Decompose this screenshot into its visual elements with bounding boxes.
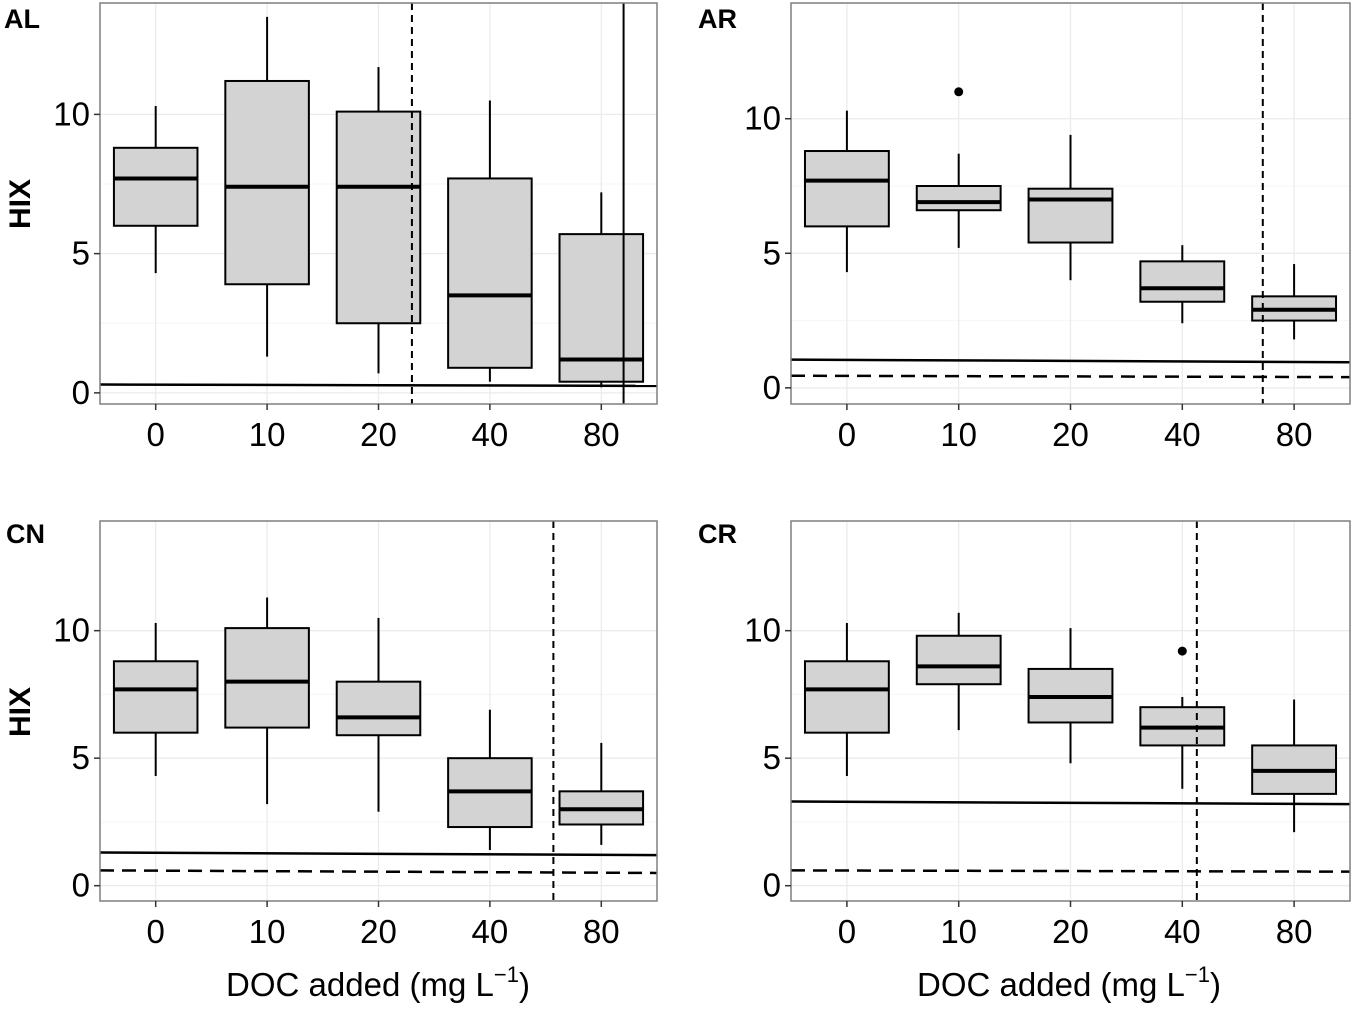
panel-ar: AR 0 5 10 0 10 20 40 80 [698,2,1351,453]
box-iqr [558,233,645,383]
x-tick-label: 80 [583,416,620,453]
y-tick-label: 10 [53,612,90,649]
x-tick-label: 0 [838,913,856,950]
box-iqr [1027,187,1114,244]
x-tick-label: 0 [147,913,165,950]
panel-label-ar: AR [698,4,737,34]
box-iqr [224,79,310,286]
box-cn-20 [335,617,422,812]
box-iqr [915,185,1002,212]
panel-label-al: AL [4,4,40,34]
x-tick-label: 10 [249,416,286,453]
y-tick-label: 0 [763,369,781,406]
panel-label-cn: CN [6,519,45,549]
panel-cr: CR 0 5 10 0 10 20 40 80 DOC added (mg L−1) [698,519,1351,1003]
x-axis-label-cr: DOC added (mg L−1) [917,962,1221,1003]
reference-line-dashed [790,869,1351,873]
panel-cn: CN HIX 0 5 10 0 10 20 40 80 DOC added (mg L−1) [4,519,658,1003]
reference-line-solid [790,358,1351,364]
box-al-10 [224,16,310,357]
box-iqr [112,660,199,734]
box-iqr [1139,260,1226,303]
plot-area-ar: 0 5 10 0 10 20 40 80 [744,2,1351,453]
x-axis-label-close-cr: ) [1210,966,1221,1003]
x-axis-label-cn: DOC added (mg L−1) [226,962,530,1003]
x-tick-label: 0 [147,416,165,453]
x-tick-label: 80 [1276,913,1313,950]
x-axis-label-exponent-cn: −1 [494,962,519,987]
box-cr-40 [1139,646,1226,789]
box-iqr [335,680,422,737]
y-tick-label: 0 [72,374,90,411]
y-tick-label: 5 [72,739,90,776]
box-cn-0 [112,623,199,777]
x-tick-label: 20 [1052,913,1089,950]
panel-label-cr: CR [698,519,737,549]
box-cr-20 [1027,628,1114,764]
box-ar-0 [803,110,890,273]
x-tick-label: 80 [1276,416,1313,453]
x-tick-label: 0 [838,416,856,453]
reference-line-dashed [790,374,1351,379]
y-tick-label: 0 [72,867,90,904]
x-tick-label: 40 [472,913,509,950]
x-tick-label: 10 [249,913,286,950]
x-axis-label-text-cr: DOC added (mg L [917,966,1185,1003]
box-iqr [224,627,310,729]
box-cr-0 [803,623,890,777]
panel-al: AL HIX 0 5 10 0 10 20 40 80 [4,2,658,453]
box-al-0 [112,106,199,274]
y-tick-label: 0 [763,867,781,904]
y-tick-label: 5 [72,235,90,272]
y-tick-label: 10 [744,100,781,137]
x-axis-label-text-cn: DOC added (mg L [226,966,494,1003]
x-tick-label: 10 [940,913,977,950]
box-cn-10 [224,597,310,805]
box-ar-10 [915,87,1002,248]
box-ar-20 [1027,134,1114,281]
x-tick-label: 40 [472,416,509,453]
y-tick-label: 10 [53,95,90,132]
x-tick-label: 40 [1164,416,1201,453]
reference-line-solid [99,383,658,388]
x-tick-label: 80 [583,913,620,950]
box-iqr [447,177,533,369]
plot-area-cn: 0 5 10 0 10 20 40 80 [53,520,658,950]
box-cr-80 [1251,699,1338,833]
box-al-80 [558,192,645,388]
box-al-20 [335,67,422,374]
box-cr-10 [915,612,1002,731]
y-axis-label-cn: HIX [4,687,37,737]
y-tick-label: 5 [763,739,781,776]
plot-area-cr: 0 5 10 0 10 20 40 80 [744,520,1351,950]
x-axis-label-exponent-cr: −1 [1185,962,1210,987]
outlier-point [1177,646,1187,656]
box-cn-40 [447,709,533,850]
y-tick-label: 10 [744,612,781,649]
x-tick-label: 40 [1164,913,1201,950]
x-tick-label: 20 [1052,416,1089,453]
outlier-point [954,87,964,97]
box-iqr [803,150,890,228]
box-iqr [112,146,199,227]
box-iqr [915,634,1002,686]
box-cn-80 [558,742,645,845]
reference-line-solid [790,800,1351,806]
box-iqr [803,660,890,734]
x-axis-label-close-cn: ) [519,966,530,1003]
box-ar-80 [1251,264,1338,340]
reference-line-dashed [99,869,658,875]
y-axis-label-al: HIX [4,179,37,229]
x-tick-label: 20 [360,416,397,453]
reference-line-solid [99,851,658,857]
plot-area-al: 0 5 10 0 10 20 40 80 [53,2,658,453]
x-tick-label: 10 [940,416,977,453]
box-iqr [335,110,422,325]
box-ar-40 [1139,245,1226,324]
x-tick-label: 20 [360,913,397,950]
y-tick-label: 5 [763,234,781,271]
box-al-40 [447,100,533,382]
